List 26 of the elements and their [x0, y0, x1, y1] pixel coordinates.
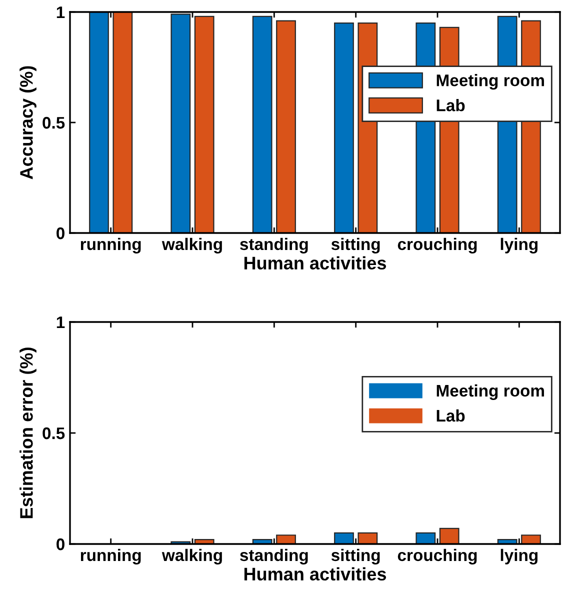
x-tick-label: crouching — [398, 238, 477, 254]
y-tick-label: 0.5 — [42, 116, 65, 129]
y-tick-label: 1 — [56, 316, 65, 328]
x-tick-label: lying — [500, 548, 538, 564]
y-tick-label: 1 — [56, 6, 65, 18]
x-tick-label: walking — [162, 548, 222, 564]
x-tick-label: crouching — [398, 548, 477, 564]
x-axis-title: Human activities — [244, 567, 386, 581]
legend-label: Lab — [436, 409, 465, 422]
legend-label: Meeting room — [436, 384, 544, 400]
legend-label: Meeting room — [436, 74, 544, 90]
x-tick-label: running — [80, 548, 141, 564]
x-tick-label: sitting — [331, 238, 380, 254]
legend-label: Lab — [436, 99, 465, 112]
y-tick-label: 0 — [56, 538, 64, 550]
x-tick-label: standing — [240, 548, 308, 564]
x-axis-title: Human activities — [244, 256, 386, 270]
x-tick-label: lying — [500, 238, 538, 254]
x-tick-label: running — [80, 238, 141, 254]
x-tick-label: sitting — [331, 548, 380, 564]
y-tick-label: 0.5 — [42, 427, 65, 440]
y-tick-label: 0 — [56, 227, 64, 240]
y-axis-title: Accuracy (%) — [20, 66, 36, 180]
x-tick-label: walking — [162, 238, 222, 254]
y-axis-title: Estimation error (%) — [20, 348, 36, 518]
x-tick-label: standing — [240, 238, 308, 254]
